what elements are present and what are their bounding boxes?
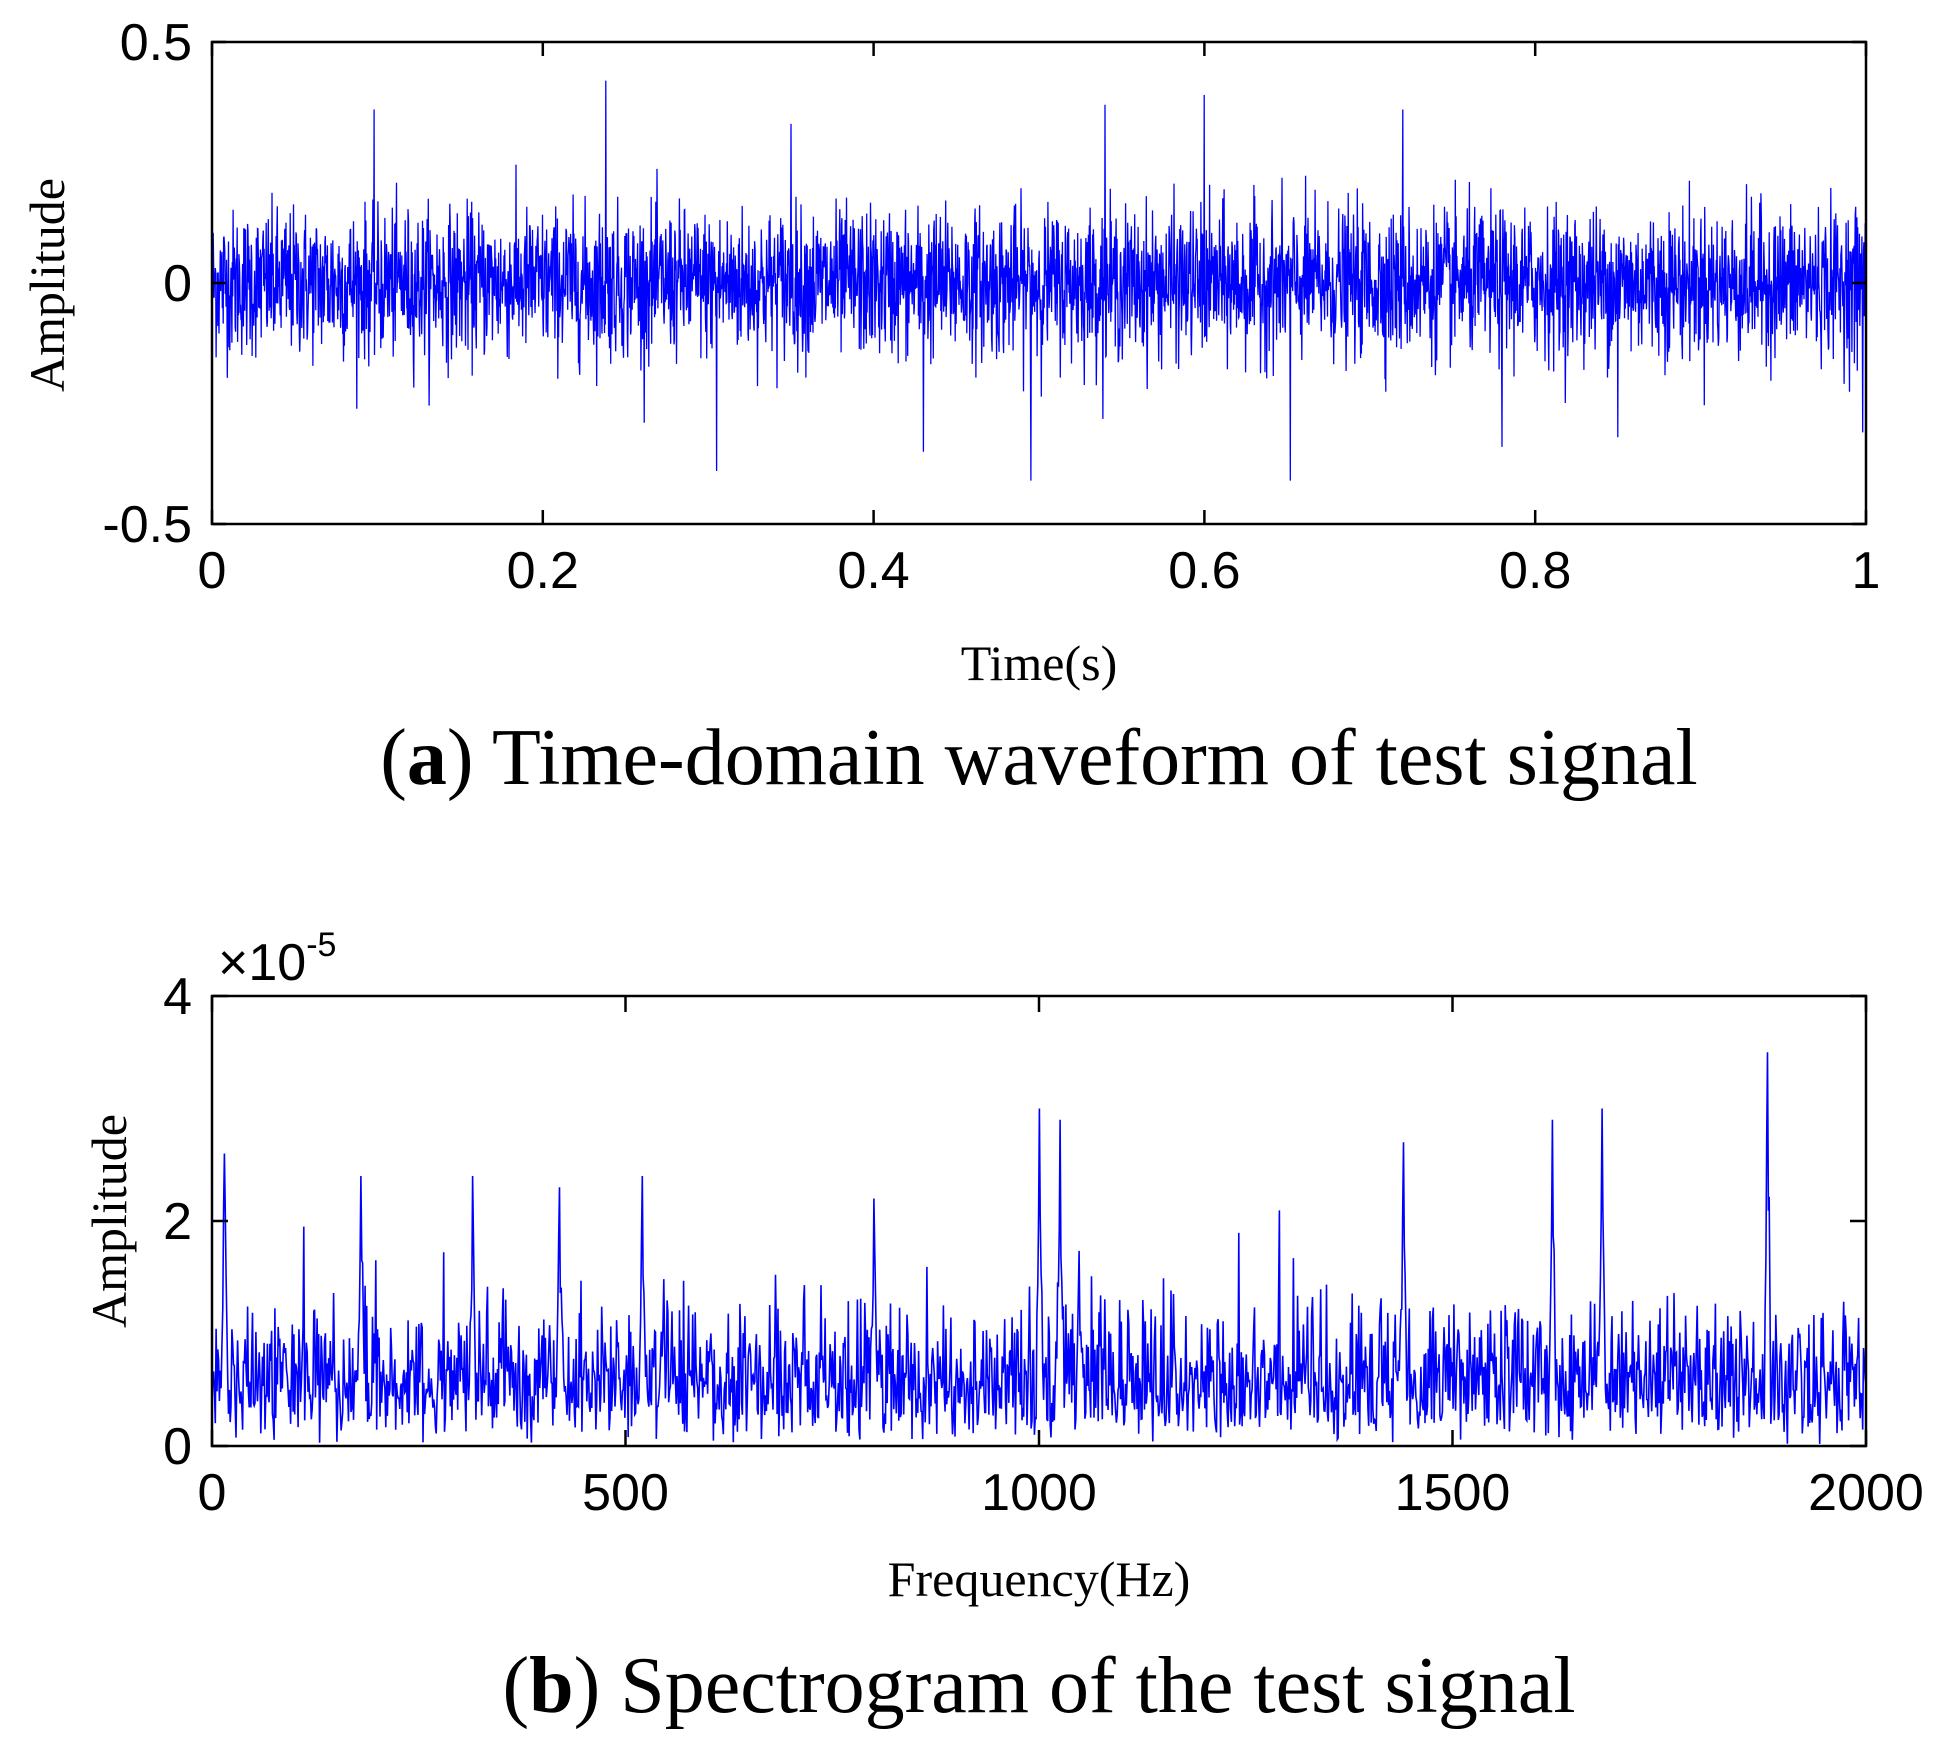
x-tick-label: 1000 [981, 1464, 1097, 1522]
panel-a-x-axis-label: Time(s) [961, 635, 1118, 691]
panel-b-caption-text: ) Spectrogram of the test signal [574, 1642, 1576, 1730]
panel-b-y-ticks: 0 2 4 [163, 968, 1866, 1476]
panel-b-x-axis-label: Frequency(Hz) [888, 1551, 1191, 1607]
x-tick-label: 0 [198, 1464, 227, 1522]
panel-a-y-axis-label: Amplitude [19, 178, 75, 392]
y-tick-label: 0 [163, 255, 192, 313]
x-tick-label: 0 [198, 542, 227, 600]
panel-a: 0 0.2 0.4 0.6 0.8 1 -0.500.5 Time(s) Amplitud… [19, 14, 1880, 802]
panel-a-caption-text: ) Time-domain waveform of test signal [447, 714, 1698, 802]
x-tick-label: 1 [1852, 542, 1881, 600]
x-tick-label: 0.8 [1499, 542, 1571, 600]
y-tick-label: 4 [163, 968, 192, 1026]
panel-a-x-ticks: 0 0.2 0.4 0.6 0.8 1 [198, 42, 1881, 600]
x-tick-label: 500 [582, 1464, 669, 1522]
time-domain-waveform-line [211, 80, 1867, 481]
y-tick-label: 0.5 [120, 14, 192, 72]
panel-b-x-ticks: 0 500 1000 1500 2000 [198, 996, 1924, 1522]
panel-b-caption-label: b [529, 1642, 574, 1730]
panel-b-caption: (b) Spectrogram of the test signal [502, 1642, 1575, 1730]
y-tick-label: 0 [163, 1418, 192, 1476]
panel-b-y-scale-exponent: ×10-5 [218, 926, 336, 992]
panel-b-y-axis-label: Amplitude [81, 1114, 137, 1328]
x-tick-label: 0.6 [1168, 542, 1240, 600]
panel-a-caption: (a) Time-domain waveform of test signal [380, 714, 1698, 802]
y-scale-power: -5 [306, 926, 336, 964]
y-scale-base: ×10 [218, 934, 306, 992]
y-tick-label: 2 [163, 1193, 192, 1251]
x-tick-label: 0.4 [837, 542, 909, 600]
x-tick-label: 1500 [1395, 1464, 1511, 1522]
x-tick-label: 2000 [1808, 1464, 1924, 1522]
panel-a-y-ticks: -0.5 0 0.5 [102, 14, 1866, 554]
panel-a-caption-label: a [407, 714, 447, 802]
x-tick-label: 0.2 [507, 542, 579, 600]
y-tick-label: -0.5 [102, 496, 192, 554]
panel-b: 0 500 1000 1500 2000 0 2 4 ×10-5 Frequency(Hz)… [81, 926, 1924, 1730]
spectrum-line [211, 1052, 1867, 1444]
